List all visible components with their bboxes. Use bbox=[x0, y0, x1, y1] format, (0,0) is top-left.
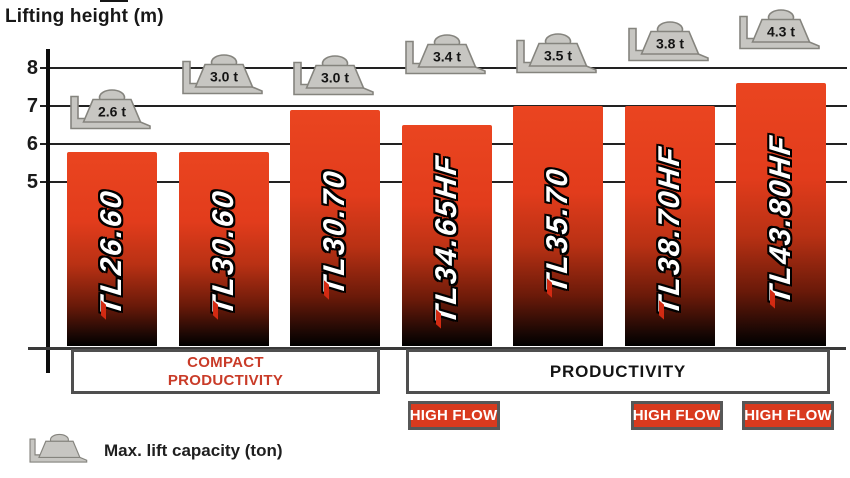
svg-text:3.8 t: 3.8 t bbox=[655, 36, 683, 52]
bar-model-label: TL38.70HF bbox=[652, 143, 686, 317]
svg-text:2.6 t: 2.6 t bbox=[98, 104, 126, 120]
gridline bbox=[40, 105, 847, 107]
chart-bar-tl35.70: TL35.70 bbox=[513, 106, 603, 346]
bar-model-label: TL26.60 bbox=[95, 187, 128, 317]
bar-model-label: TL43.80HF bbox=[764, 132, 797, 306]
chart-bar-tl34.65hf: TL34.65HF bbox=[401, 125, 492, 346]
bar-model-label: TL30.60 bbox=[206, 187, 240, 317]
bar-model-label: TL30.70 bbox=[318, 167, 351, 297]
chart-bar-tl30.70: TL30.70 bbox=[290, 109, 380, 346]
svg-text:3.5 t: 3.5 t bbox=[544, 48, 572, 64]
svg-text:4.3 t: 4.3 t bbox=[767, 24, 795, 40]
svg-text:3.4 t: 3.4 t bbox=[432, 49, 460, 65]
y-tick-label: 6 bbox=[26, 133, 38, 155]
lift-capacity-weight-icon: 2.6 t bbox=[66, 88, 154, 139]
high-flow-badge: HIGH FLOW bbox=[630, 401, 723, 430]
high-flow-badge: HIGH FLOW bbox=[407, 401, 500, 430]
lift-capacity-weight-icon: 3.0 t bbox=[178, 53, 266, 104]
axis-title-lifting-height: Lifting height (m) bbox=[5, 6, 164, 27]
max-lift-capacity-icon bbox=[26, 433, 102, 471]
legend: Max. lift capacity (ton) bbox=[26, 433, 283, 471]
lift-capacity-weight-icon: 3.0 t bbox=[289, 54, 377, 105]
lift-capacity-weight-icon: 4.3 t bbox=[735, 8, 823, 59]
lift-capacity-weight-icon bbox=[26, 433, 90, 470]
bar-model-label: TL34.65HF bbox=[429, 152, 463, 326]
group-label-productivity: PRODUCTIVITY bbox=[406, 349, 830, 394]
svg-text:3.0 t: 3.0 t bbox=[321, 70, 349, 86]
lift-capacity-weight-icon: 3.4 t bbox=[401, 33, 489, 84]
y-axis-line bbox=[46, 49, 50, 373]
lift-capacity-weight-icon: 3.5 t bbox=[512, 32, 600, 83]
chart-bar-tl38.70hf: TL38.70HF bbox=[624, 106, 715, 346]
chart-bar-tl43.80hf: TL43.80HF bbox=[736, 83, 826, 346]
chart-bar-tl30.60: TL30.60 bbox=[178, 151, 269, 346]
lift-capacity-weight-icon: 3.8 t bbox=[624, 20, 712, 71]
svg-text:3.0 t: 3.0 t bbox=[209, 69, 237, 85]
legend-label: Max. lift capacity (ton) bbox=[104, 441, 283, 460]
group-label-compact-productivity: COMPACT PRODUCTIVITY bbox=[71, 349, 380, 394]
y-tick-label: 5 bbox=[26, 171, 38, 193]
y-tick-label: 8 bbox=[26, 57, 38, 79]
bar-model-label: TL35.70 bbox=[541, 165, 574, 295]
high-flow-badge: HIGH FLOW bbox=[742, 401, 834, 430]
y-tick-label: 7 bbox=[26, 95, 38, 117]
top-edge-artifact-line bbox=[100, 0, 128, 2]
x-axis-baseline bbox=[28, 347, 846, 350]
chart-bar-tl26.60: TL26.60 bbox=[67, 151, 157, 346]
